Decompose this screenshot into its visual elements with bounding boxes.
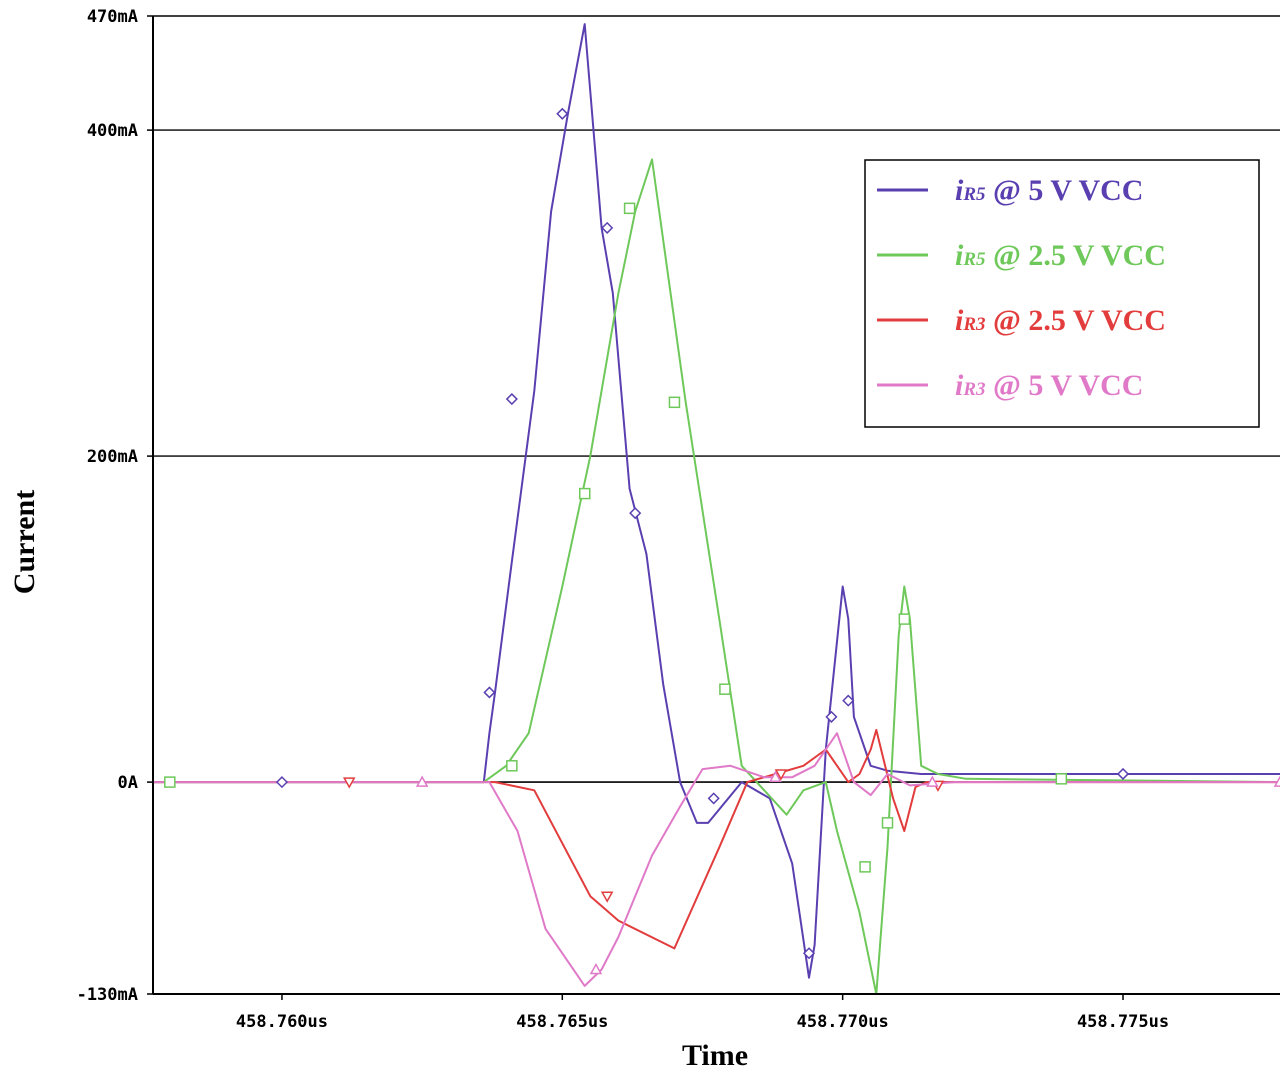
x-tick-label: 458.765us — [516, 1012, 608, 1032]
y-tick-label: 200mA — [87, 447, 138, 467]
data-point-marker — [600, 891, 614, 903]
data-point-marker — [774, 769, 788, 781]
data-point-marker — [926, 775, 939, 787]
data-point-marker — [898, 613, 911, 625]
legend-entry-label: iR5 @ 2.5 V VCC — [955, 239, 1166, 272]
y-tick-label: 400mA — [87, 121, 138, 141]
data-point-marker — [719, 683, 731, 695]
data-point-marker — [342, 777, 356, 789]
data-point-marker — [802, 947, 816, 960]
data-point-marker — [505, 392, 518, 406]
legend: iR5 @ 5 V VCC iR5 @ 2.5 V VCC iR3 @ 2.5 V … — [864, 159, 1260, 428]
y-axis-title: Current — [8, 490, 41, 594]
data-point-marker — [769, 770, 782, 782]
data-point-marker — [601, 221, 614, 234]
data-point-marker — [881, 817, 894, 829]
x-tick-label: 458.770us — [797, 1012, 889, 1032]
series-line — [153, 732, 1280, 987]
y-tick-label: 470mA — [87, 7, 138, 27]
x-axis-title: Time — [682, 1039, 748, 1072]
data-point-marker — [825, 710, 838, 723]
data-point-marker — [275, 776, 289, 789]
x-tick-label: 458.760us — [236, 1012, 328, 1032]
data-point-marker — [556, 107, 569, 120]
data-point-marker — [415, 775, 429, 787]
data-point-marker — [578, 487, 591, 500]
data-point-marker — [1273, 775, 1280, 787]
series-line — [153, 728, 1280, 950]
legend-entry-label: iR5 @ 5 V VCC — [955, 174, 1143, 207]
tick-labels: 470mA 400mA 200mA 0A -130mA 458.760us 458.765u… — [77, 7, 1169, 1032]
data-point-marker — [842, 694, 855, 707]
legend-entry-label: iR3 @ 2.5 V VCC — [955, 304, 1166, 337]
data-point-marker — [589, 963, 603, 975]
data-point-marker — [1116, 767, 1130, 781]
legend-entry-label: iR3 @ 5 V VCC — [955, 369, 1143, 402]
y-tick-label: -130mA — [77, 985, 138, 1005]
x-tick-label: 458.775us — [1077, 1012, 1169, 1032]
data-point-marker — [483, 686, 496, 699]
data-point-marker — [668, 396, 681, 409]
legend-box — [864, 159, 1260, 428]
y-tick-label: 0A — [118, 773, 138, 793]
data-point-marker — [1055, 773, 1068, 785]
data-point-marker — [707, 792, 720, 805]
data-point-marker — [506, 760, 518, 772]
data-point-marker — [164, 776, 176, 788]
data-point-marker — [623, 202, 636, 215]
data-point-marker — [859, 861, 871, 873]
data-point-marker — [629, 507, 642, 520]
axes — [147, 15, 1280, 1000]
series-markers — [164, 107, 1280, 975]
